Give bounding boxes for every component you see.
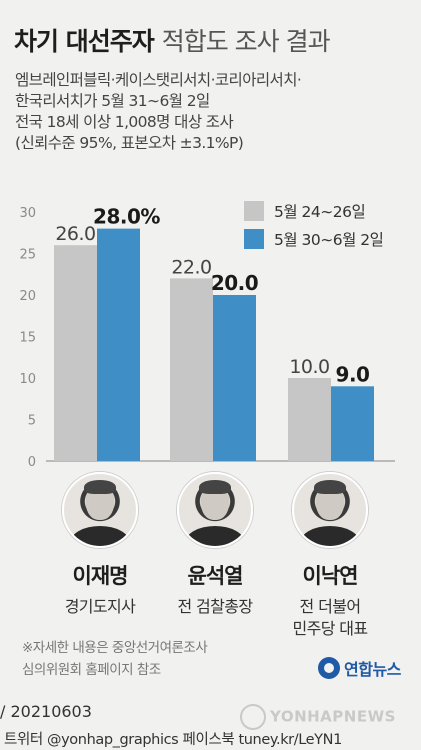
page-title: 차기 대선주자 적합도 조사 결과	[14, 22, 331, 58]
yonhap-logo: 연합뉴스	[318, 656, 401, 680]
watermark: YONHAPNEWS	[240, 704, 396, 730]
subtitle-line: 한국리서치가 5월 31∼6월 2일	[15, 92, 210, 110]
title-light: 적합도 조사 결과	[161, 27, 331, 56]
subtitle-line: 엠브레인퍼블릭·케이스탯리서치·코리아리서치·	[15, 71, 302, 89]
data-label: 26.0	[55, 223, 95, 245]
candidate-yoon-seok-youl: 윤석열 전 검찰총장	[155, 472, 275, 618]
subtitle-line: 전국 18세 이상 1,008명 대상 조사	[15, 113, 234, 131]
bar	[54, 245, 97, 461]
y-tick-label: 25	[19, 248, 36, 263]
candidate-name: 이낙연	[302, 564, 359, 588]
data-label: 9.0	[336, 362, 370, 386]
bar	[331, 386, 374, 461]
title-bold: 차기 대선주자	[14, 27, 155, 56]
portrait-image	[177, 472, 253, 548]
data-label: 10.0	[289, 356, 329, 378]
candidate-lee-nak-yon: 이낙연 전 더불어 민주당 대표	[270, 472, 390, 640]
candidate-role: 전 검찰총장	[177, 597, 253, 616]
bar-chart: 0 5 10 15 20 25 30 26.0 22.0 10.0 28.0% 20.0 9.0	[19, 205, 395, 470]
legend-item-current: 5월 30∼6월 2일	[244, 225, 384, 253]
bar	[213, 295, 256, 461]
chart-legend: 5월 24∼26일 5월 30∼6월 2일	[244, 197, 384, 253]
yonhap-logo-icon	[318, 657, 340, 679]
legend-swatch-gray	[244, 201, 264, 221]
social-footer: 트위터 @yonhap_graphics 페이스북 tuney.kr/LeYN1	[4, 732, 342, 748]
legend-swatch-blue	[244, 229, 264, 249]
y-tick-label: 5	[28, 414, 36, 429]
footnote: ※자세한 내용은 중앙선거여론조사 심의위원회 홈페이지 참조	[22, 640, 208, 678]
legend-item-prev: 5월 24∼26일	[244, 197, 383, 225]
y-tick-label: 0	[28, 455, 36, 470]
candidate-lee-jae-myung: 이재명 경기도지사	[40, 472, 160, 618]
survey-description: 엠브레인퍼블릭·케이스탯리서치·코리아리서치· 한국리서치가 5월 31∼6월 …	[15, 70, 302, 154]
bar	[97, 228, 140, 461]
publish-date: / 20210603	[0, 702, 92, 721]
legend-label-prev: 5월 24∼26일	[274, 203, 366, 221]
y-tick-label: 10	[19, 372, 36, 387]
data-label: 22.0	[171, 256, 211, 278]
data-label: 28.0%	[93, 205, 160, 229]
candidate-role: 경기도지사	[64, 597, 136, 616]
candidate-name: 윤석열	[187, 564, 244, 588]
portrait-image	[292, 472, 368, 548]
y-tick-label: 30	[19, 206, 36, 221]
portrait-image	[62, 472, 138, 548]
bar	[288, 378, 331, 461]
y-tick-label: 20	[19, 289, 36, 304]
bar	[170, 278, 213, 461]
legend-label-current: 5월 30∼6월 2일	[274, 231, 384, 249]
y-tick-label: 15	[19, 331, 36, 346]
candidate-role: 전 더불어 민주당 대표	[292, 597, 368, 638]
candidate-name: 이재명	[72, 564, 129, 588]
data-label: 20.0	[211, 271, 258, 295]
watermark-circle-icon	[240, 704, 266, 730]
subtitle-line: (신뢰수준 95%, 표본오차 ±3.1%P)	[15, 134, 244, 152]
